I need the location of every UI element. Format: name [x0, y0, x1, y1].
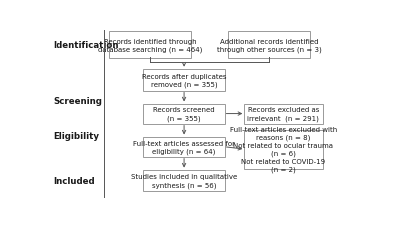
FancyBboxPatch shape	[244, 104, 323, 124]
Text: Identification: Identification	[53, 41, 118, 50]
FancyBboxPatch shape	[143, 137, 225, 157]
Text: Records excluded as
irrelevant  (n = 291): Records excluded as irrelevant (n = 291)	[247, 107, 319, 121]
Text: Records screened
(n = 355): Records screened (n = 355)	[153, 107, 215, 121]
Text: Full-text articles assessed for
eligibility (n = 64): Full-text articles assessed for eligibil…	[133, 140, 235, 154]
Text: Full-text articles excluded with
reasons (n = 8)
Not related to ocular trauma
(n: Full-text articles excluded with reasons…	[230, 126, 337, 173]
FancyBboxPatch shape	[143, 170, 225, 192]
Text: Records after duplicates
removed (n = 355): Records after duplicates removed (n = 35…	[142, 73, 226, 87]
Text: Studies included in qualitative
synthesis (n = 56): Studies included in qualitative synthesi…	[131, 174, 237, 188]
FancyBboxPatch shape	[244, 130, 323, 169]
Text: Additional records identified
through other sources (n = 3): Additional records identified through ot…	[217, 38, 322, 53]
Text: Eligibility: Eligibility	[53, 132, 99, 141]
FancyBboxPatch shape	[143, 70, 225, 91]
FancyBboxPatch shape	[143, 104, 225, 124]
Text: Screening: Screening	[53, 97, 102, 106]
FancyBboxPatch shape	[109, 32, 191, 59]
Text: Records identified through
database searching (n = 464): Records identified through database sear…	[98, 38, 202, 53]
FancyBboxPatch shape	[228, 32, 310, 59]
Text: Included: Included	[53, 177, 95, 186]
